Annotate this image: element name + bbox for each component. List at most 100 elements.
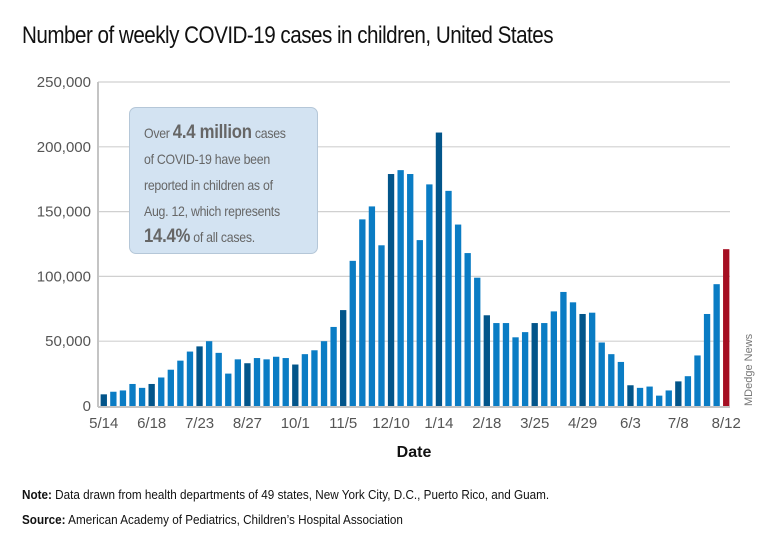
x-tick-label: 6/3 [620, 415, 641, 432]
callout-highlight-percent: 14.4% [144, 226, 191, 247]
bar [435, 132, 443, 406]
bar [177, 360, 184, 406]
y-tick-label: 50,000 [45, 333, 91, 350]
y-tick-label: 150,000 [37, 204, 91, 221]
bar [138, 387, 146, 406]
note-text: Data drawn from health departments of 49… [51, 487, 550, 502]
footer-note: Note: Data drawn from health departments… [22, 487, 549, 502]
bar [464, 253, 471, 406]
x-tick-label: 6/18 [137, 415, 166, 432]
bar [129, 383, 136, 406]
bar [703, 313, 711, 406]
bar [253, 358, 261, 406]
note-label: Note: [22, 487, 52, 502]
bar [646, 386, 653, 406]
bar [483, 315, 490, 406]
bar [301, 354, 309, 406]
bar [569, 302, 577, 406]
x-tick-label: 12/10 [372, 415, 410, 432]
x-tick-label: 2/18 [472, 415, 501, 432]
bar [426, 184, 433, 406]
bar [205, 341, 213, 406]
bar [340, 310, 347, 406]
callout-box: Over 4.4 million cases of COVID-19 have … [129, 107, 318, 254]
y-tick-label: 100,000 [37, 268, 91, 285]
bar [617, 361, 625, 406]
bar [723, 249, 730, 406]
bar [608, 354, 615, 406]
bar [521, 332, 529, 406]
x-tick-label: 8/27 [233, 415, 262, 432]
bar [675, 381, 682, 406]
callout-text: cases [251, 125, 286, 141]
y-axis-ticks: 0 50,000 100,000 150,000 200,000 250,000 [37, 74, 91, 415]
bar [349, 260, 356, 406]
source-text: American Academy of Pediatrics, Children… [65, 512, 403, 527]
bar [474, 277, 481, 406]
bar [588, 312, 596, 406]
bar [320, 341, 328, 406]
y-tick-label: 250,000 [37, 74, 91, 91]
bar [378, 245, 385, 406]
bar [272, 356, 280, 406]
callout-text: Over [144, 125, 173, 141]
bar [244, 363, 251, 406]
x-axis-label: Date [397, 444, 432, 461]
bar [493, 323, 500, 406]
bar [330, 326, 337, 406]
bar [167, 369, 174, 406]
x-tick-label: 8/12 [712, 415, 741, 432]
bar [148, 383, 155, 406]
bar [282, 358, 289, 406]
bar [100, 394, 107, 406]
bar [196, 346, 203, 406]
y-tick-label: 200,000 [37, 139, 91, 156]
y-tick-label: 0 [83, 398, 91, 415]
bar [541, 323, 548, 406]
bar [656, 395, 663, 406]
bar [397, 170, 404, 406]
bar [186, 351, 194, 406]
bar [684, 376, 692, 406]
bar [225, 373, 232, 406]
bar [407, 174, 414, 406]
chart-title: Number of weekly COVID-19 cases in child… [22, 22, 554, 49]
callout-highlight-total: 4.4 million [172, 122, 252, 143]
bar [598, 342, 605, 406]
bars [100, 132, 730, 406]
x-tick-label: 1/14 [424, 415, 453, 432]
bar [110, 391, 117, 406]
bar [416, 240, 423, 406]
bar [263, 359, 270, 406]
bar [579, 313, 586, 406]
bar [119, 390, 127, 406]
bar [158, 377, 165, 406]
source-label: Source: [22, 512, 66, 527]
bar [636, 387, 644, 406]
bar [368, 206, 376, 406]
bar [512, 337, 519, 406]
bar [713, 284, 720, 406]
bar [445, 190, 452, 406]
bar [234, 359, 242, 406]
bar [560, 291, 567, 406]
callout-text: of all cases. [190, 229, 255, 245]
x-tick-label: 5/14 [89, 415, 118, 432]
bar [292, 364, 299, 406]
x-tick-label: 10/1 [281, 415, 310, 432]
bar [550, 311, 558, 406]
bar [454, 224, 462, 406]
bar [311, 350, 318, 406]
callout-text: Aug. 12, which represents [144, 203, 280, 219]
bar [531, 323, 538, 406]
x-tick-label: 11/5 [329, 415, 357, 432]
x-tick-label: 7/23 [185, 415, 214, 432]
bar [215, 352, 222, 406]
bar [387, 174, 395, 406]
callout-text: of COVID-19 have been [144, 151, 270, 167]
x-tick-label: 4/29 [568, 415, 597, 432]
credit-label: MDedge News [743, 333, 755, 406]
bar [502, 323, 510, 406]
bar [694, 355, 701, 406]
